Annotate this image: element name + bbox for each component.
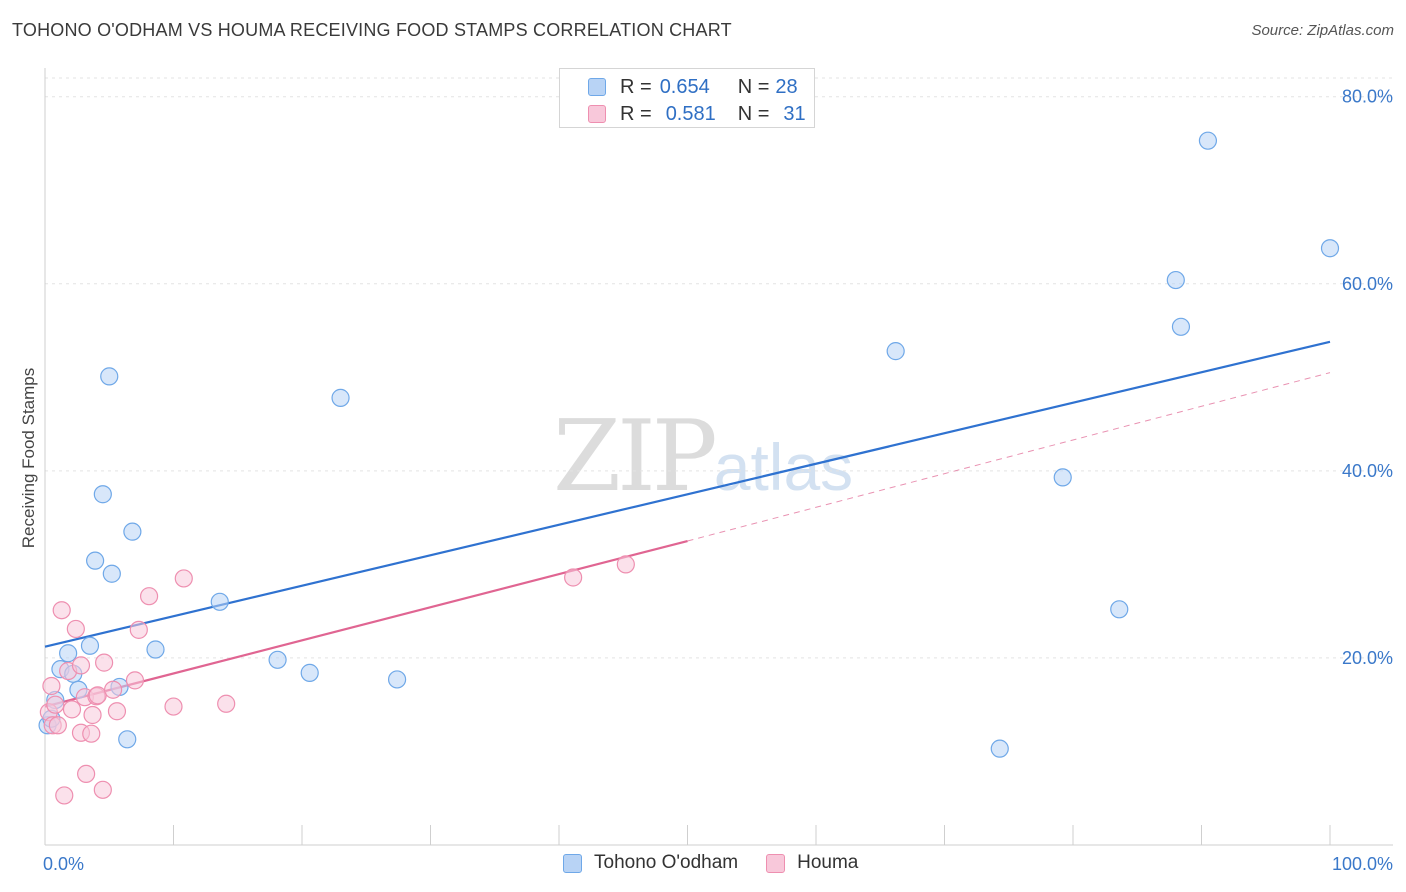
legend-row-houma: R = 0.581 N = 31	[588, 101, 806, 127]
data-point	[125, 671, 145, 690]
data-point	[59, 644, 78, 663]
data-point	[88, 686, 107, 705]
data-point	[62, 700, 82, 719]
y-tick-label: 40.0%	[1342, 461, 1393, 481]
correlation-legend: R = 0.654 N = 28 R = 0.581 N = 31	[559, 68, 815, 128]
series-swatch-houma	[766, 853, 786, 873]
data-point	[1053, 468, 1072, 487]
legend-r-label: R =	[620, 75, 652, 98]
x-tick-label: 0.0%	[43, 854, 84, 874]
data-point	[164, 697, 183, 716]
data-point	[77, 764, 96, 784]
data-point	[1198, 131, 1218, 150]
y-tick-label: 20.0%	[1342, 648, 1393, 668]
watermark: ZIPatlas	[553, 400, 853, 514]
data-point	[104, 680, 123, 699]
legend-n-label: N =	[737, 102, 770, 125]
data-points	[38, 131, 1340, 805]
source-label: Source: ZipAtlas.com	[1251, 22, 1394, 39]
data-point	[100, 367, 119, 386]
data-point	[66, 619, 85, 639]
data-point	[146, 640, 165, 659]
legend-swatch-houma	[588, 105, 606, 123]
series-legend: Tohono O'odham Houma	[563, 852, 886, 874]
data-point	[86, 551, 105, 570]
data-point	[174, 569, 193, 588]
data-point	[129, 620, 148, 639]
data-point	[123, 522, 142, 541]
data-point	[48, 716, 67, 735]
legend-n-value: 28	[775, 75, 798, 98]
data-point	[616, 555, 635, 574]
data-point	[217, 694, 236, 713]
data-point	[1166, 270, 1185, 290]
trend-line	[44, 340, 1331, 648]
series-legend-label: Houma	[797, 852, 859, 873]
legend-r-label: R =	[620, 102, 652, 125]
trend-lines	[44, 340, 1331, 708]
data-point	[268, 650, 287, 669]
data-point	[80, 636, 100, 655]
legend-row-tohono: R = 0.654 N = 28	[588, 74, 798, 100]
data-point	[82, 724, 101, 743]
data-point	[886, 342, 905, 361]
legend-swatch-tohono	[588, 78, 606, 96]
series-legend-item-houma[interactable]: Houma	[766, 852, 858, 874]
data-point	[387, 670, 407, 689]
legend-n-label: N =	[737, 75, 770, 98]
trend-line-extension	[687, 372, 1331, 542]
data-point	[55, 786, 74, 805]
data-point	[300, 663, 319, 682]
data-point	[83, 705, 102, 725]
data-point	[71, 656, 91, 675]
data-point	[102, 564, 121, 583]
data-point	[1110, 600, 1129, 619]
legend-n-value: 31	[783, 102, 806, 125]
tick-labels: 20.0% 40.0% 60.0% 80.0% 0.0% 100.0%	[43, 87, 1393, 874]
data-point	[1171, 317, 1191, 336]
data-point	[331, 388, 350, 407]
data-point	[990, 739, 1009, 758]
series-legend-item-tohono[interactable]: Tohono O'odham	[563, 852, 738, 874]
axes	[44, 68, 1393, 846]
y-tick-label: 80.0%	[1342, 87, 1393, 107]
data-point	[107, 702, 127, 721]
y-tick-label: 60.0%	[1342, 274, 1393, 294]
data-point	[95, 653, 114, 672]
watermark-atlas: atlas	[713, 430, 854, 504]
data-point	[564, 568, 583, 587]
trend-line	[44, 539, 688, 708]
data-point	[93, 780, 112, 799]
data-point	[93, 485, 112, 504]
grid-lines	[45, 77, 1393, 659]
data-point	[52, 601, 71, 620]
data-point	[42, 676, 61, 696]
y-axis-label: Receiving Food Stamps	[19, 368, 38, 548]
data-point	[46, 695, 65, 714]
chart-title: TOHONO O'ODHAM VS HOUMA RECEIVING FOOD S…	[12, 20, 732, 40]
x-tick-label: 100.0%	[1332, 854, 1393, 874]
data-point	[118, 730, 137, 749]
series-swatch-tohono	[563, 853, 582, 873]
data-point	[210, 592, 229, 611]
watermark-zip: ZIP	[553, 400, 718, 514]
data-point	[139, 587, 159, 606]
legend-r-value: 0.581	[665, 102, 716, 125]
series-legend-label: Tohono O'odham	[594, 852, 739, 873]
legend-r-value: 0.654	[659, 75, 710, 98]
data-point	[1320, 239, 1340, 258]
